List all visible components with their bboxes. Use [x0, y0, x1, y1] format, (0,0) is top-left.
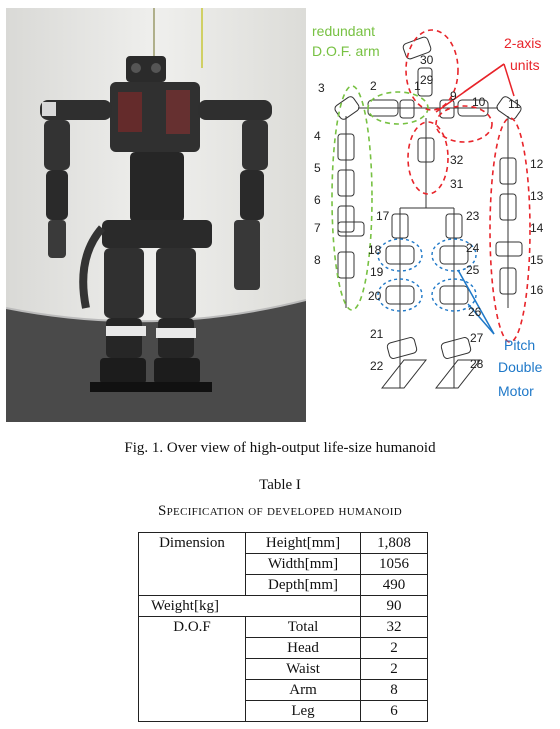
- joint-32: 32: [450, 153, 464, 167]
- arm-value: 8: [360, 679, 428, 701]
- two-axis-label-line2: units: [510, 57, 540, 73]
- spec-table: Dimension Height[mm] 1,808 Width[mm] 105…: [138, 532, 428, 722]
- joint-diagram-svg: redundant D.O.F. arm 2-axis units Pitch …: [312, 23, 544, 399]
- joint-6: 6: [314, 193, 321, 207]
- joint-2: 2: [370, 79, 377, 93]
- waist-value: 2: [360, 658, 428, 680]
- dimension-label: Dimension: [138, 532, 246, 596]
- joint-27: 27: [470, 331, 484, 345]
- robot-photo: [6, 8, 306, 422]
- joint-18: 18: [368, 243, 382, 257]
- depth-value: 490: [360, 574, 428, 596]
- joint-1: 1: [414, 79, 421, 93]
- redundant-label-line1: redundant: [312, 23, 375, 39]
- redundant-label-line2: D.O.F. arm: [312, 43, 380, 59]
- arm-label: Arm: [245, 679, 361, 701]
- table-subtitle: Specification of developed humanoid: [158, 503, 402, 519]
- table-row: Dimension Height[mm] 1,808: [138, 532, 428, 596]
- height-value: 1,808: [360, 532, 428, 554]
- pitch-label-line3: Motor: [498, 383, 534, 399]
- joint-16: 16: [530, 283, 544, 297]
- joint-diagram: redundant D.O.F. arm 2-axis units Pitch …: [308, 8, 556, 422]
- joint-22: 22: [370, 359, 384, 373]
- table-row: D.O.F Total 32: [138, 616, 428, 722]
- pitch-label-line2: Double: [498, 359, 543, 375]
- table-row: Head 2: [139, 637, 428, 659]
- joint-14: 14: [530, 221, 544, 235]
- joint-12: 12: [530, 157, 544, 171]
- joint-26: 26: [468, 305, 482, 319]
- joint-9: 9: [450, 89, 457, 103]
- figure-caption: Fig. 1. Over view of high-output life-si…: [124, 440, 436, 456]
- height-label: Height[mm]: [245, 532, 361, 554]
- joint-4: 4: [314, 129, 321, 143]
- table-row: Waist 2: [139, 658, 428, 680]
- joint-7: 7: [314, 221, 321, 235]
- joint-8: 8: [314, 253, 321, 267]
- total-value: 32: [360, 616, 428, 638]
- joint-20: 20: [368, 289, 382, 303]
- joint-25: 25: [466, 263, 480, 277]
- joint-30: 30: [420, 53, 434, 67]
- joint-15: 15: [530, 253, 544, 267]
- table-title: Table I: [259, 477, 301, 493]
- table-row: Leg 6: [139, 700, 428, 722]
- joint-23: 23: [466, 209, 480, 223]
- two-axis-label-line1: 2-axis: [504, 35, 541, 51]
- two-axis-neck-outline: [405, 29, 459, 111]
- joint-17: 17: [376, 209, 390, 223]
- leg-value: 6: [360, 700, 428, 722]
- waist-label: Waist: [245, 658, 361, 680]
- weight-label: Weight[kg]: [138, 595, 361, 617]
- depth-label: Depth[mm]: [245, 574, 361, 596]
- table-row: Width[mm] 1056: [139, 553, 428, 575]
- joint-31: 31: [450, 177, 464, 191]
- width-label: Width[mm]: [245, 553, 361, 575]
- head-value: 2: [360, 637, 428, 659]
- redundant-arm-outline: [331, 85, 373, 311]
- total-label: Total: [245, 616, 361, 638]
- table-row: Weight[kg] 90: [138, 595, 428, 617]
- dof-label: D.O.F: [138, 616, 246, 722]
- joint-24: 24: [466, 241, 480, 255]
- joint-29: 29: [420, 73, 434, 87]
- width-value: 1056: [360, 553, 428, 575]
- joint-number-labels: 1 2 3 4 5 6 7 8 9 10 11 12 13 14 15 16 1…: [314, 53, 544, 373]
- head-label: Head: [245, 637, 361, 659]
- joint-21: 21: [370, 327, 384, 341]
- joint-19: 19: [370, 265, 384, 279]
- joint-3: 3: [318, 81, 325, 95]
- joint-10: 10: [472, 95, 486, 109]
- leg-label: Leg: [245, 700, 361, 722]
- joint-13: 13: [530, 189, 544, 203]
- weight-value: 90: [360, 595, 428, 617]
- robot-photo-illustration: [6, 8, 306, 422]
- joint-11: 11: [508, 97, 521, 111]
- joint-5: 5: [314, 161, 321, 175]
- joint-28: 28: [470, 357, 484, 371]
- pitch-label-line1: Pitch: [504, 337, 535, 353]
